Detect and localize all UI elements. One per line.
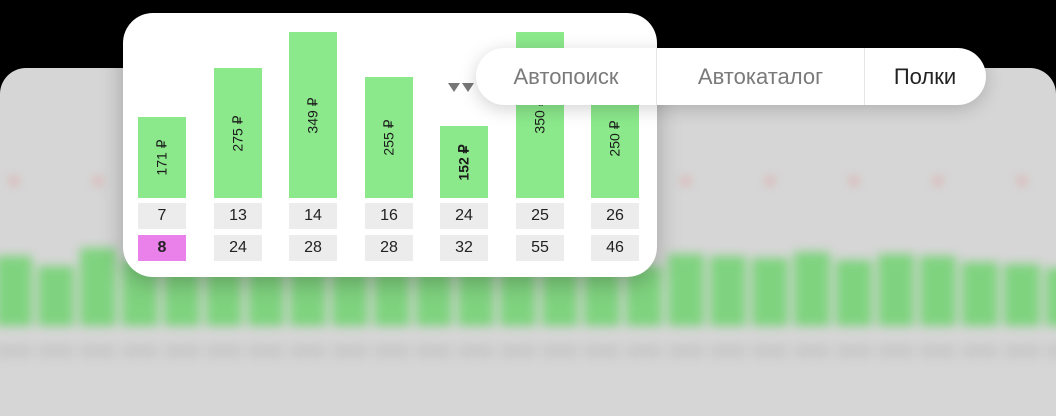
count-cell: 46 xyxy=(591,235,639,261)
background-cell xyxy=(500,344,536,358)
tab-autokatalog[interactable]: Автокаталог xyxy=(697,63,824,89)
background-cell xyxy=(122,344,158,358)
background-cell xyxy=(416,344,452,358)
price-bar[interactable]: 275 ₽ xyxy=(214,68,262,198)
background-cell xyxy=(458,344,494,358)
background-cell xyxy=(248,344,284,358)
background-cell xyxy=(878,344,914,358)
background-chart xyxy=(0,68,1056,416)
background-cell xyxy=(80,344,116,358)
price-bar[interactable]: 255 ₽ xyxy=(365,77,413,198)
background-bar xyxy=(836,260,872,326)
background-cell xyxy=(752,344,788,358)
background-cell xyxy=(962,344,998,358)
background-bar xyxy=(1004,264,1040,326)
count-cell: 24 xyxy=(214,235,262,261)
background-bar xyxy=(0,256,32,326)
background-bar xyxy=(920,256,956,326)
background-cell xyxy=(626,344,662,358)
tab-polki[interactable]: Полки xyxy=(893,63,957,89)
background-marker xyxy=(95,178,101,184)
background-marker xyxy=(11,178,17,184)
day-cell: 16 xyxy=(365,203,413,229)
day-cell: 26 xyxy=(591,203,639,229)
count-cell: 28 xyxy=(365,235,413,261)
background-cell xyxy=(206,344,242,358)
price-bar[interactable]: 349 ₽ xyxy=(289,32,337,198)
background-cell xyxy=(920,344,956,358)
background-bar xyxy=(962,262,998,326)
day-cell: 24 xyxy=(440,203,488,229)
background-bar xyxy=(752,258,788,326)
background-cell xyxy=(0,344,32,358)
tab-separator xyxy=(656,48,657,105)
background-cell xyxy=(332,344,368,358)
background-cell xyxy=(374,344,410,358)
background-cell xyxy=(584,344,620,358)
day-cell: 25 xyxy=(516,203,564,229)
count-cell: 55 xyxy=(516,235,564,261)
bar-price-label: 152 ₽ xyxy=(455,143,472,181)
background-marker xyxy=(1019,178,1025,184)
selection-marker-icon xyxy=(448,83,478,97)
price-bar[interactable]: 171 ₽ xyxy=(138,117,186,198)
bar-price-label: 171 ₽ xyxy=(153,139,170,176)
background-marker xyxy=(683,178,689,184)
background-bar xyxy=(1046,268,1056,326)
count-cell: 28 xyxy=(289,235,337,261)
tab-bar: Автопоиск Автокаталог Полки xyxy=(476,48,986,105)
bar-price-label: 255 ₽ xyxy=(380,119,397,156)
background-cell xyxy=(164,344,200,358)
background-cell xyxy=(1046,344,1056,358)
background-bar xyxy=(794,252,830,326)
background-cell xyxy=(290,344,326,358)
background-bar xyxy=(668,254,704,326)
day-cell: 14 xyxy=(289,203,337,229)
background-cell xyxy=(794,344,830,358)
background-cell xyxy=(836,344,872,358)
background-marker xyxy=(851,178,857,184)
day-cell: 13 xyxy=(214,203,262,229)
bar-price-label: 250 ₽ xyxy=(606,120,623,157)
tab-separator xyxy=(864,48,865,105)
count-cell: 8 xyxy=(138,235,186,261)
background-cell xyxy=(1004,344,1040,358)
background-bar xyxy=(710,256,746,326)
background-bar xyxy=(80,248,116,326)
background-bar xyxy=(38,266,74,326)
background-cell xyxy=(542,344,578,358)
background-marker xyxy=(935,178,941,184)
background-cell xyxy=(38,344,74,358)
bar-price-label: 275 ₽ xyxy=(229,114,246,152)
bar-price-label: 349 ₽ xyxy=(304,96,321,134)
tab-autopoisk[interactable]: Автопоиск xyxy=(513,63,619,89)
background-cell xyxy=(710,344,746,358)
count-cell: 32 xyxy=(440,235,488,261)
price-bar[interactable]: 152 ₽ xyxy=(440,126,488,198)
day-cell: 7 xyxy=(138,203,186,229)
background-bar xyxy=(878,254,914,326)
background-cell xyxy=(668,344,704,358)
background-marker xyxy=(767,178,773,184)
